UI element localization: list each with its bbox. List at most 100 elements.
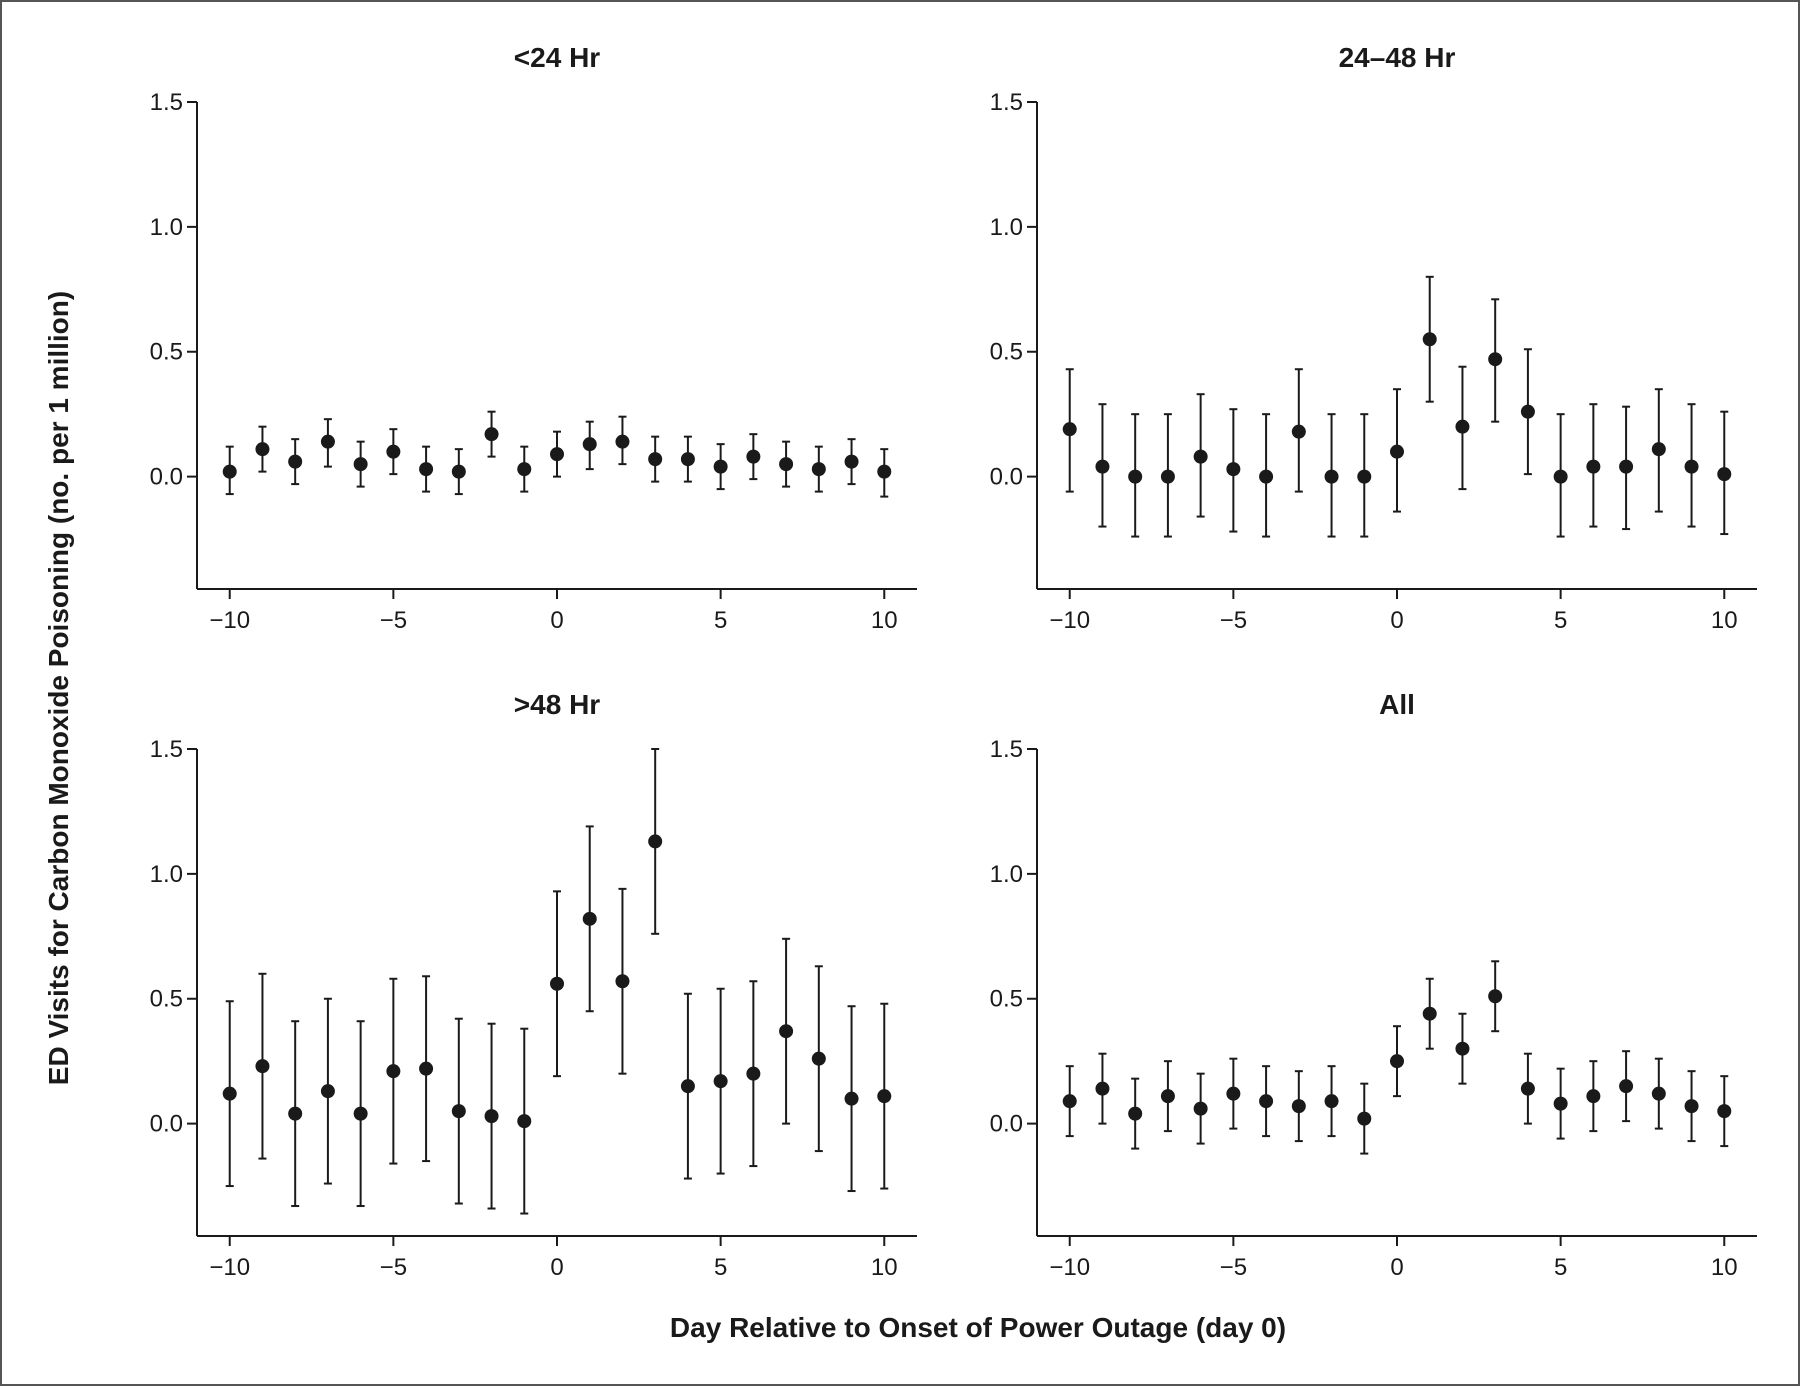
x-tick-label: −10: [1049, 1254, 1090, 1281]
data-point: [1291, 424, 1306, 439]
data-point: [746, 1066, 761, 1081]
x-tick-label: −5: [1220, 1254, 1247, 1281]
panel-title: All: [1379, 689, 1415, 720]
y-tick-label: 0.0: [990, 1111, 1023, 1138]
data-point: [484, 1109, 499, 1124]
panel-title: >48 Hr: [514, 689, 600, 720]
data-point: [517, 462, 532, 477]
y-tick-label: 0.5: [990, 339, 1023, 366]
x-tick-label: −5: [380, 607, 407, 634]
x-tick-label: −5: [380, 1254, 407, 1281]
data-point: [255, 442, 270, 457]
data-point: [1128, 469, 1143, 484]
data-point: [550, 447, 564, 462]
data-point: [1651, 1086, 1666, 1101]
x-tick-label: 0: [1390, 1254, 1403, 1281]
x-tick-label: 0: [550, 1254, 563, 1281]
data-point: [1128, 1106, 1143, 1121]
data-point: [517, 1114, 532, 1129]
panel-2: 24–48 Hr 0.0 0.5 1.0 1.5 −10 −5 0 5 10: [990, 42, 1757, 634]
data-point: [1586, 459, 1601, 474]
data-point: [1324, 1094, 1339, 1109]
data-point: [1488, 352, 1503, 367]
data-point: [1717, 467, 1732, 482]
y-tick-label: 0.5: [150, 986, 183, 1013]
y-axis-title: ED Visits for Carbon Monoxide Poisoning …: [43, 291, 74, 1085]
data-point: [1193, 1101, 1208, 1116]
data-point: [582, 911, 597, 926]
data-point: [550, 976, 564, 991]
data-point: [255, 1059, 270, 1074]
panel-title: 24–48 Hr: [1339, 42, 1456, 73]
x-tick-label: 5: [714, 1254, 727, 1281]
data-point: [1717, 1104, 1732, 1119]
data-point: [1422, 332, 1437, 347]
data-point: [1160, 1089, 1175, 1104]
data-point: [615, 974, 630, 989]
data-point: [877, 1089, 892, 1104]
panel-3: >48 Hr 0.0 0.5 1.0 1.5 −10 −5 0 5 10: [150, 689, 917, 1281]
data-point: [484, 427, 499, 442]
data-point: [615, 434, 630, 449]
data-point: [648, 834, 663, 849]
y-tick-label: 0.5: [150, 339, 183, 366]
y-tick-label: 0.5: [990, 986, 1023, 1013]
data-point: [1062, 1094, 1077, 1109]
data-point: [844, 454, 859, 469]
x-tick-label: 5: [1554, 607, 1567, 634]
data-point: [1095, 459, 1110, 474]
y-tick-label: 0.0: [150, 1111, 183, 1138]
data-point: [419, 1061, 434, 1076]
data-point: [1193, 449, 1208, 464]
panel-title: <24 Hr: [514, 42, 600, 73]
data-point: [1390, 1054, 1404, 1069]
data-point: [1651, 442, 1666, 457]
x-tick-label: −10: [1049, 607, 1090, 634]
data-point: [1324, 469, 1339, 484]
data-point: [1291, 1099, 1306, 1114]
data-point: [222, 464, 237, 479]
x-tick-label: −10: [209, 607, 250, 634]
data-point: [779, 457, 794, 472]
x-tick-label: 10: [1711, 607, 1738, 634]
y-tick-label: 1.5: [990, 736, 1023, 763]
data-point: [1520, 1081, 1535, 1096]
data-point: [713, 1074, 728, 1089]
data-point: [1390, 444, 1404, 459]
data-point: [1062, 422, 1077, 437]
data-point: [1520, 404, 1535, 419]
data-point: [582, 437, 597, 452]
data-point: [1553, 469, 1568, 484]
data-point: [1259, 1094, 1274, 1109]
panel-1: <24 Hr 0.0 0.5 1.0 1.5 −10 −5 0 5 10: [150, 42, 917, 634]
data-point: [288, 454, 303, 469]
data-point: [1095, 1081, 1110, 1096]
y-tick-label: 1.5: [150, 89, 183, 116]
x-tick-label: 0: [1390, 607, 1403, 634]
data-point: [746, 449, 761, 464]
y-tick-label: 0.0: [990, 464, 1023, 491]
data-point: [680, 452, 695, 467]
data-point: [386, 1064, 401, 1079]
x-tick-label: 5: [714, 607, 727, 634]
data-point: [1259, 469, 1274, 484]
data-point: [811, 462, 826, 477]
data-point: [288, 1106, 303, 1121]
data-point: [844, 1091, 859, 1106]
data-point: [811, 1051, 826, 1066]
y-tick-label: 1.0: [150, 861, 183, 888]
data-point: [386, 444, 401, 459]
x-tick-label: −5: [1220, 607, 1247, 634]
data-point: [680, 1079, 695, 1094]
data-point: [320, 434, 335, 449]
data-point: [451, 464, 466, 479]
data-point: [1455, 419, 1470, 434]
data-point: [1357, 469, 1372, 484]
y-tick-label: 1.0: [150, 214, 183, 241]
data-point: [1455, 1041, 1470, 1056]
x-axis-title: Day Relative to Onset of Power Outage (d…: [670, 1312, 1286, 1343]
data-point: [1226, 1086, 1241, 1101]
data-point: [353, 457, 368, 472]
x-tick-label: 5: [1554, 1254, 1567, 1281]
data-point: [320, 1084, 335, 1099]
